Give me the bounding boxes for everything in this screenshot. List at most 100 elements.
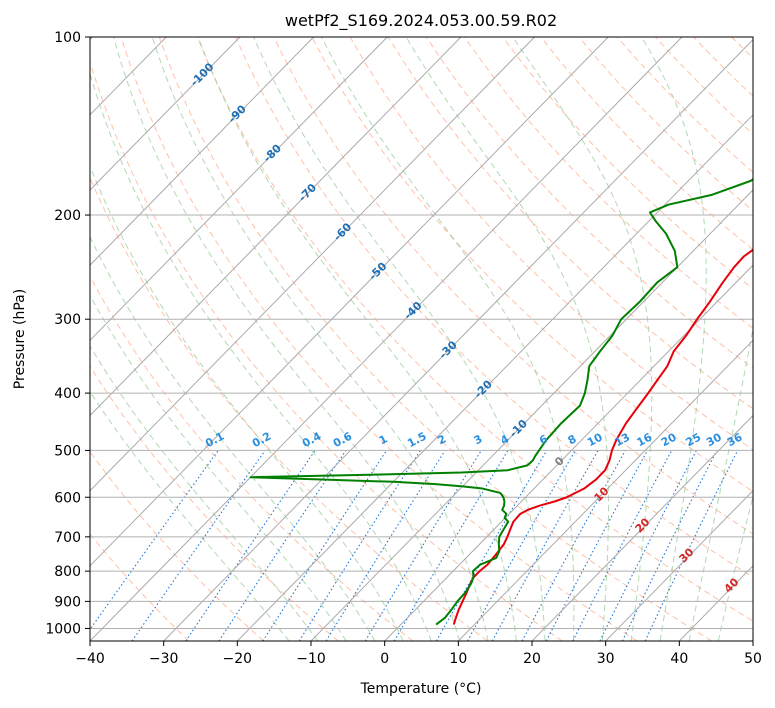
x-axis-title: Temperature (°C): [360, 681, 482, 697]
isotherm-line: [752, 640, 753, 641]
dry-adiabat-line: [235, 37, 753, 578]
adiabat-label: 0: [552, 454, 567, 469]
mixing-ratio-line: [90, 450, 219, 631]
mixing-ratio-label: 0.2: [250, 430, 273, 451]
moist-adiabat-line: [512, 37, 653, 641]
mixing-ratio-label: 30: [704, 430, 724, 449]
moist-adiabat-line: [253, 37, 546, 641]
moist-adiabat-line: [90, 345, 319, 641]
isotherm-line: [90, 37, 241, 191]
mixing-ratio-line: [435, 450, 548, 641]
mixing-ratio-line: [364, 450, 482, 641]
dry-adiabat-line: [387, 37, 753, 410]
mixing-ratio-label: 20: [659, 430, 679, 449]
mixing-ratio-line: [262, 450, 388, 641]
mixing-ratio-line: [621, 450, 718, 641]
dry-adiabat-line: [120, 37, 638, 641]
moist-adiabat-line: [321, 37, 575, 641]
moist-adiabat-line: [113, 37, 461, 641]
dry-adiabat-line: [90, 533, 190, 641]
mixing-ratio-line: [467, 450, 576, 641]
mixing-ratio-label: 3: [472, 432, 485, 447]
moist-adiabat-line: [90, 71, 432, 641]
isotherm-line: [236, 114, 753, 641]
isotherm-line: [90, 37, 314, 266]
dewpoint-profile-line: [249, 177, 753, 626]
mixing-ratio-line: [298, 450, 421, 641]
mixing-ratio-line: [599, 450, 697, 641]
moist-adiabat-line: [151, 37, 489, 641]
y-tick-label: 300: [54, 312, 81, 328]
y-tick-label: 1000: [45, 621, 81, 637]
y-axis-title: Pressure (hPa): [12, 289, 28, 389]
isotherm-line: [90, 37, 683, 641]
y-tick-label: 600: [54, 490, 81, 506]
y-tick-label: 500: [54, 443, 81, 459]
mixing-ratio-label: 10: [585, 430, 605, 449]
x-tick-label: 0: [380, 651, 389, 667]
chart-title: wetPf2_S169.2024.053.00.59.R02: [285, 11, 557, 31]
dry-adiabat-line: [90, 275, 414, 641]
mixing-ratio-label: 0.4: [300, 429, 324, 450]
moist-adiabat-line: [688, 325, 753, 641]
x-tick-label: 10: [449, 651, 467, 667]
dry-adiabat-line: [654, 37, 753, 135]
mixing-ratio-line: [572, 450, 673, 641]
y-tick-label: 700: [54, 530, 81, 546]
background-lines: [90, 37, 775, 641]
mixing-ratio-label: 16: [635, 430, 655, 449]
x-axis-ticks: −40 −30 −20 −10 0 10 20 30 40 50: [75, 641, 762, 667]
x-tick-label: 20: [523, 651, 541, 667]
mixing-ratio-label: 1.5: [405, 430, 428, 451]
dry-adiabat-line: [693, 37, 753, 97]
x-tick-label: −20: [223, 651, 253, 667]
pressure-gridlines: [90, 37, 753, 629]
mixing-ratio-line: [185, 450, 316, 641]
dry-adiabat-line: [196, 37, 753, 622]
y-tick-label: 100: [54, 30, 81, 46]
dry-adiabat-line: [349, 37, 753, 451]
y-tick-label: 200: [54, 208, 81, 224]
y-axis-ticks: 100 200 300 400 500 600 700 800 900 1000: [45, 30, 90, 637]
isotherm-line: [605, 489, 753, 641]
mixing-ratio-line: [218, 450, 347, 641]
profile-lines: [249, 177, 753, 626]
dry-adiabat-line: [90, 365, 339, 641]
dry-adiabat-line: [502, 37, 753, 290]
x-tick-label: −10: [296, 651, 326, 667]
dry-adiabat-line: [90, 176, 488, 641]
mixing-ratio-line: [131, 450, 266, 641]
mixing-ratio-label: 0.6: [331, 429, 355, 450]
moist-adiabat-line: [641, 37, 707, 641]
isotherm-line: [163, 38, 753, 641]
moist-adiabat-line: [197, 37, 517, 641]
mixing-ratio-line: [325, 450, 446, 641]
isotherm-line: [384, 264, 753, 641]
y-tick-label: 900: [54, 594, 81, 610]
moist-adiabat-line: [717, 494, 753, 641]
moist-adiabat-line: [90, 294, 347, 641]
x-tick-label: 40: [670, 651, 688, 667]
mixing-ratio-label: 1: [377, 432, 390, 447]
plot-frame: [89, 36, 754, 642]
dry-adiabat-line: [770, 37, 775, 641]
isotherm-line: [90, 37, 535, 492]
mixing-ratio-label: 6: [537, 432, 550, 447]
adiabat-label: 20: [633, 515, 653, 535]
dry-adiabat-line: [90, 60, 563, 641]
y-tick-label: 400: [54, 386, 81, 402]
mixing-ratio-label: 36: [725, 430, 745, 449]
isotherm-line: [90, 37, 388, 342]
isotherm-line: [90, 37, 609, 567]
dry-adiabat-line: [425, 37, 753, 369]
mixing-ratio-label: 25: [684, 431, 704, 450]
y-tick-label: 800: [54, 564, 81, 580]
x-tick-label: −30: [149, 651, 179, 667]
mixing-ratio-label: 13: [612, 431, 632, 450]
isotherm-line: [310, 189, 753, 641]
x-tick-label: 30: [597, 651, 615, 667]
moist-adiabat-line: [90, 235, 376, 641]
x-tick-label: 50: [744, 651, 762, 667]
isotherm-line: [531, 414, 753, 641]
